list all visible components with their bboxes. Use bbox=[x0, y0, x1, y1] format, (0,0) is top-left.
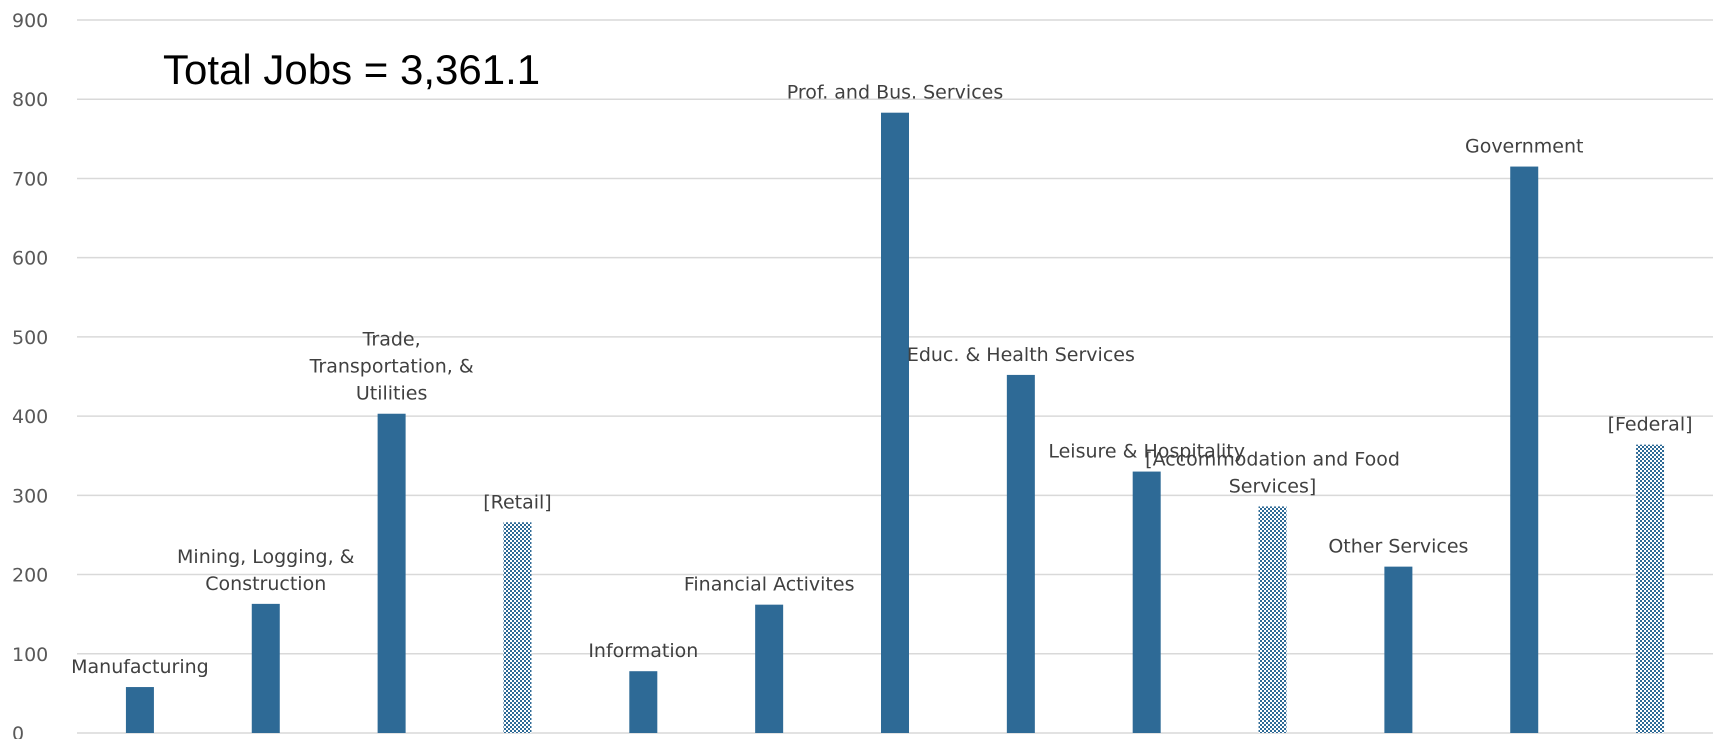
category-label: Information bbox=[588, 640, 698, 662]
category-label: Other Services bbox=[1328, 536, 1468, 558]
category-label-line: Prof. and Bus. Services bbox=[787, 82, 1004, 104]
y-tick-label: 100 bbox=[12, 644, 48, 666]
category-label-line: Educ. & Health Services bbox=[907, 344, 1135, 366]
bar bbox=[1258, 506, 1287, 733]
category-label: Leisure & Hospitality bbox=[1048, 441, 1245, 463]
category-label: Government bbox=[1465, 136, 1584, 158]
bar bbox=[503, 522, 532, 733]
bar bbox=[377, 413, 406, 733]
category-label: Mining, Logging, & Construction bbox=[177, 546, 355, 595]
category-label-line: Information bbox=[588, 640, 698, 662]
y-tick-label: 400 bbox=[12, 406, 48, 428]
category-label: Financial Activites bbox=[684, 574, 855, 596]
bar bbox=[629, 671, 658, 733]
y-tick-label: 300 bbox=[12, 485, 48, 507]
category-label: [Retail] bbox=[483, 491, 552, 513]
y-axis-tick-labels: 0 100 200 300 400 500 600 700 800 900 bbox=[12, 10, 48, 739]
y-tick-label: 900 bbox=[12, 10, 48, 32]
y-tick-label: 500 bbox=[12, 327, 48, 349]
category-label-line: [Accommodation and Food bbox=[1145, 448, 1400, 470]
bar bbox=[125, 687, 154, 733]
bar bbox=[1384, 566, 1413, 733]
y-tick-label: 0 bbox=[12, 723, 24, 739]
bar bbox=[755, 604, 784, 733]
bars bbox=[125, 112, 1665, 734]
category-labels: Manufacturing Mining, Logging, & Construct… bbox=[71, 82, 1692, 678]
y-tick-label: 800 bbox=[12, 89, 48, 111]
bar bbox=[251, 603, 280, 733]
category-label: Manufacturing bbox=[71, 656, 209, 678]
category-label-line: Services] bbox=[1229, 475, 1317, 497]
y-tick-label: 200 bbox=[12, 565, 48, 587]
category-label-line: Trade, bbox=[362, 329, 421, 351]
bar bbox=[881, 112, 909, 733]
bar bbox=[1132, 471, 1161, 733]
bar bbox=[1636, 444, 1665, 733]
bar bbox=[1006, 374, 1035, 733]
category-label-line: Leisure & Hospitality bbox=[1048, 441, 1245, 463]
category-label-line: Mining, Logging, & bbox=[177, 546, 355, 568]
category-label-line: Manufacturing bbox=[71, 656, 209, 678]
category-label-line: Utilities bbox=[356, 383, 428, 405]
category-label: Trade, Transportation, & Utilities bbox=[309, 329, 474, 405]
category-label-line: Transportation, & bbox=[309, 356, 474, 378]
category-label-line: [Federal] bbox=[1608, 414, 1693, 436]
category-label-line: Other Services bbox=[1328, 536, 1468, 558]
category-label: [Accommodation and Food Services] bbox=[1145, 448, 1400, 497]
category-label-line: [Retail] bbox=[483, 491, 552, 513]
total-jobs-annotation: Total Jobs = 3,361.1 bbox=[163, 46, 540, 93]
category-label: [Federal] bbox=[1608, 414, 1693, 436]
category-label-line: Financial Activites bbox=[684, 574, 855, 596]
bar bbox=[1510, 166, 1539, 734]
category-label: Prof. and Bus. Services bbox=[787, 82, 1004, 104]
category-label-line: Construction bbox=[205, 573, 326, 595]
y-tick-label: 600 bbox=[12, 248, 48, 270]
category-label-line: Government bbox=[1465, 136, 1584, 158]
y-tick-label: 700 bbox=[12, 168, 48, 190]
category-label: Educ. & Health Services bbox=[907, 344, 1135, 366]
